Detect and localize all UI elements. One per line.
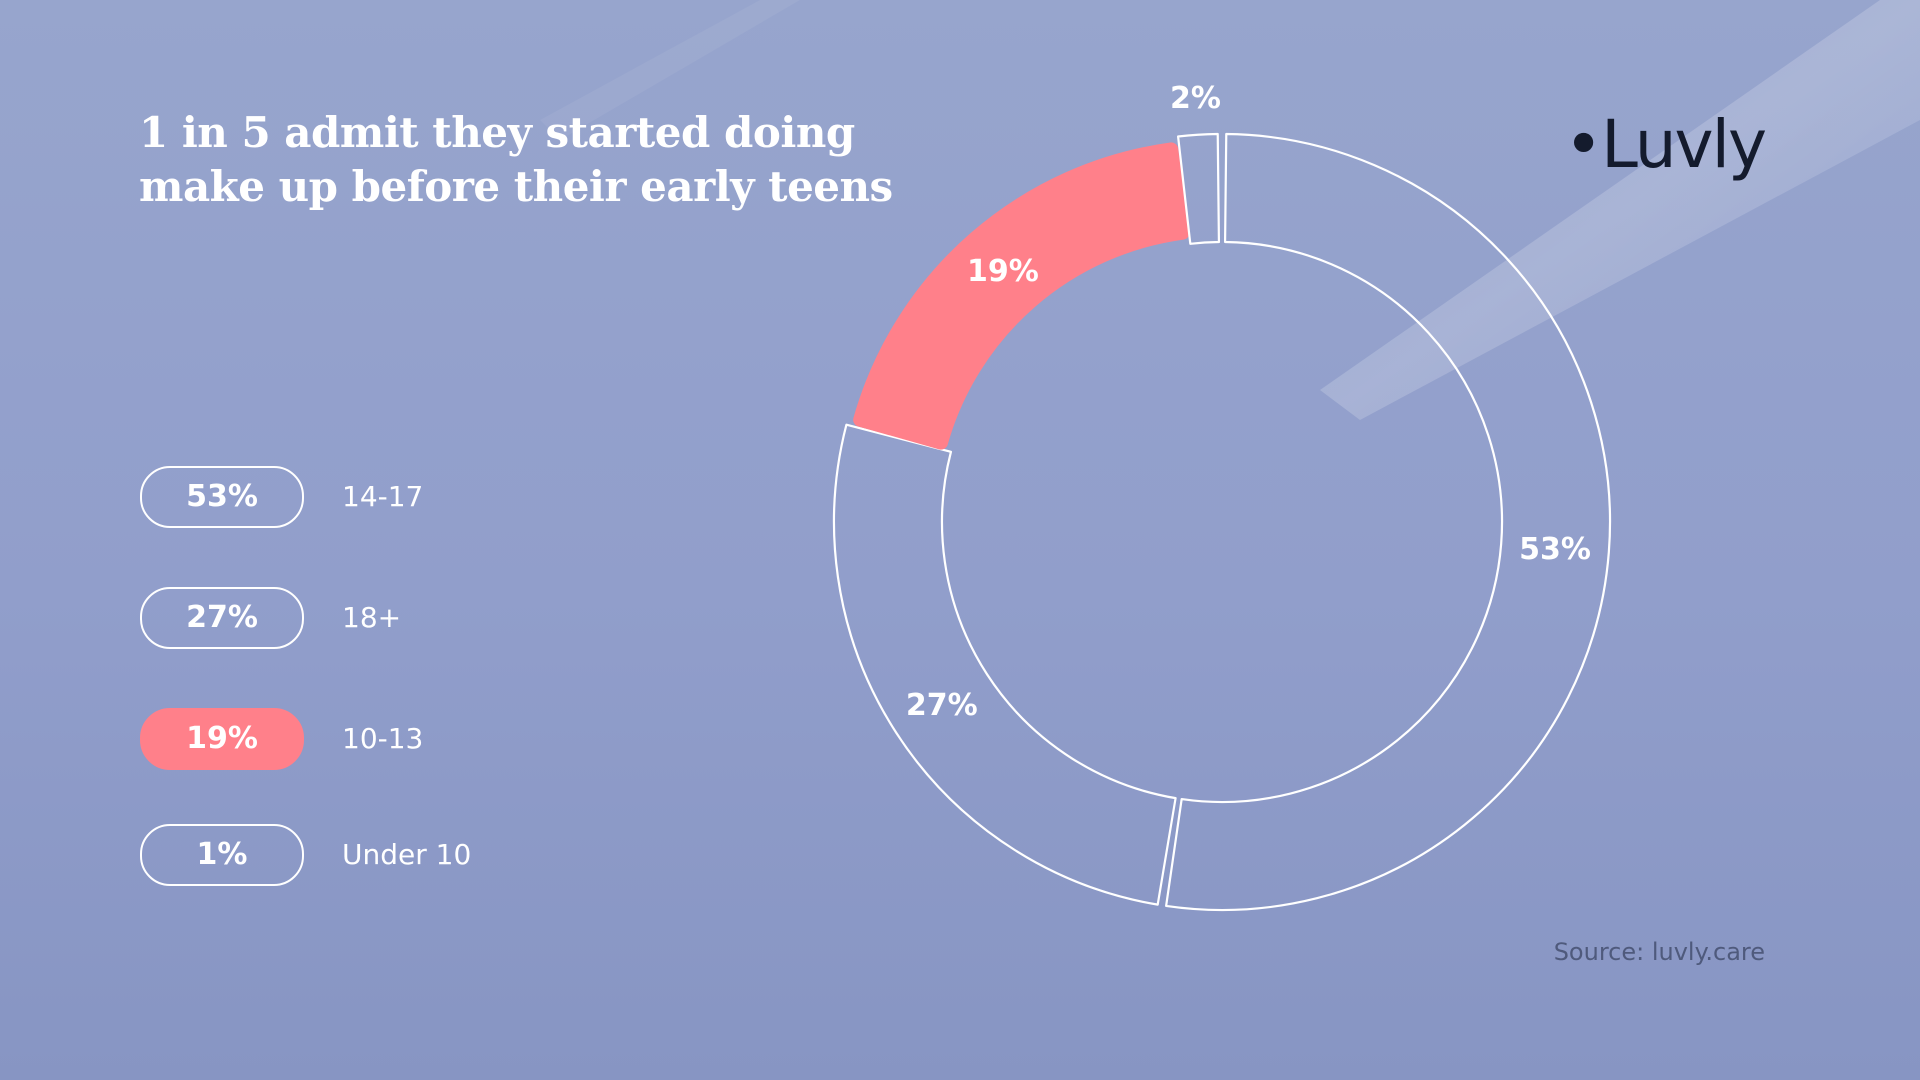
legend-value-pill: 27% [140,587,304,649]
legend-item-10-13: 19% 10-13 [140,708,560,770]
title-line-1: 1 in 5 admit they started doing [139,108,855,157]
donut-slice-10-13 [853,142,1190,450]
slice-data-label: 27% [906,688,978,723]
legend-value-pill: 1% [140,824,304,886]
legend-label: 10-13 [342,722,424,755]
source-credit: Source: luvly.care [1553,938,1765,966]
legend-label: 14-17 [342,480,424,513]
slice-data-label: 2% [1170,81,1221,116]
legend-label: Under 10 [342,838,472,871]
luvly-logo: •Luvly [1564,106,1767,183]
donut-slice-18- [832,423,1177,906]
slice-data-label: 19% [967,254,1039,289]
legend-label: 18+ [342,601,402,634]
slice-data-label: 53% [1519,532,1591,567]
chart-title: 1 in 5 admit they started doing make up … [139,106,899,214]
legend-value-pill-highlighted: 19% [140,708,304,770]
legend-item-18-plus: 27% 18+ [140,587,560,649]
donut-slice-14-17 [1165,132,1612,912]
legend-item-under-10: 1% Under 10 [140,824,560,886]
legend-item-14-17: 53% 14-17 [140,466,560,528]
donut-slice-under-10 [1176,132,1221,245]
title-line-2: make up before their early teens [139,162,893,211]
legend-value-pill: 53% [140,466,304,528]
